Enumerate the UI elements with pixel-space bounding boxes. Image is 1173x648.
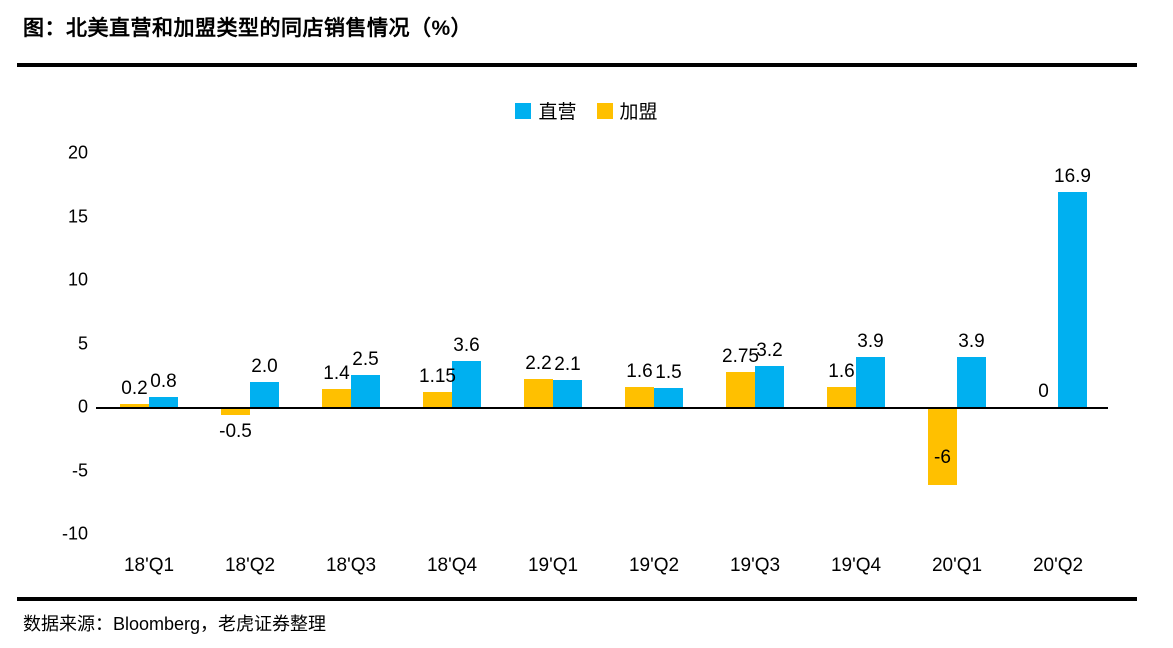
bar-直营-19'Q3 [755,366,784,407]
chart-legend: 直营 加盟 [0,97,1173,124]
page-title: 图：北美直营和加盟类型的同店销售情况（%） [23,17,473,40]
x-axis-line [96,407,1108,409]
bar-value-label: 2.1 [554,354,581,376]
bar-加盟-20'Q1 [928,409,957,486]
y-tick-label: 20 [67,142,88,163]
bar-直营-19'Q2 [654,387,683,407]
bar-value-label: 3.6 [453,335,480,357]
bar-value-label: 2.5 [352,349,379,371]
x-tick-label: 19'Q3 [729,555,781,576]
y-tick-label: -10 [61,523,88,544]
bar-value-label: -6 [934,447,951,469]
y-tick-label: 5 [77,333,88,353]
bar-value-label: 0.2 [121,378,148,400]
bar-直营-19'Q4 [856,357,885,407]
legend-item-direct: 直营 [515,97,577,124]
bar-value-label: 1.4 [323,363,350,385]
bar-加盟-18'Q2 [221,409,250,416]
x-tick-label: 18'Q1 [123,555,175,576]
bar-value-label: 3.9 [857,331,884,353]
y-tick-label: 15 [67,206,88,226]
bar-加盟-19'Q2 [625,386,654,407]
x-tick-label: 20'Q1 [931,555,983,576]
bar-直营-18'Q4 [452,361,481,407]
footer-divider [17,597,1137,601]
x-tick-label: 19'Q1 [527,555,579,576]
bar-直营-19'Q1 [553,380,582,407]
bar-value-label: 2.2 [525,353,552,375]
bar-直营-18'Q1 [149,396,178,407]
x-tick-label: 19'Q2 [628,555,680,576]
bar-加盟-19'Q1 [524,379,553,407]
legend-label-direct: 直营 [538,102,577,123]
bar-value-label: 2.0 [251,355,278,377]
bar-加盟-19'Q3 [726,372,755,407]
legend-label-franchise: 加盟 [619,102,658,123]
bar-value-label: 0 [1038,381,1049,402]
bar-加盟-19'Q4 [827,386,856,407]
bar-value-label: 0.8 [150,370,177,392]
bar-直营-18'Q2 [250,381,279,407]
bar-value-label: 1.5 [655,361,682,383]
bar-加盟-18'Q1 [120,404,149,407]
x-tick-label: 18'Q3 [325,555,377,576]
y-tick-label: 10 [67,269,88,290]
y-tick-label: -5 [71,460,88,480]
bar-value-label: 3.2 [756,340,783,362]
legend-swatch-franchise-icon [596,102,613,119]
bar-value-label: 16.9 [1054,166,1091,188]
bar-加盟-18'Q4 [423,392,452,407]
x-tick-label: 18'Q4 [426,555,478,576]
bar-直营-18'Q3 [351,375,380,407]
legend-swatch-direct-icon [515,102,532,119]
legend-item-franchise: 加盟 [596,97,658,124]
bar-value-label: 1.15 [419,366,456,388]
data-source-note: 数据来源：Bloomberg，老虎证券整理 [23,614,327,634]
bar-value-label: 1.6 [828,360,855,382]
x-tick-label: 18'Q2 [224,555,276,576]
x-tick-label: 19'Q4 [830,555,882,576]
bar-加盟-18'Q3 [322,389,351,407]
bar-value-label: -0.5 [219,421,252,443]
title-divider [17,63,1137,67]
bar-直营-20'Q2 [1058,192,1087,407]
y-tick-label: 0 [77,396,88,417]
bar-直营-20'Q1 [957,357,986,407]
bar-value-label: 1.6 [626,360,653,382]
bar-value-label: 3.9 [958,331,985,353]
bar-value-label: 2.75 [722,346,759,368]
x-tick-label: 20'Q2 [1032,555,1084,576]
